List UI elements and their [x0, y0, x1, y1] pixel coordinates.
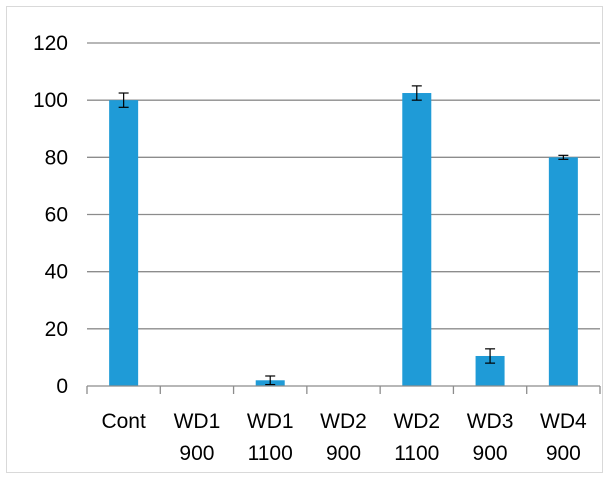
- error-bar: [118, 92, 129, 108]
- y-tick-label: 40: [45, 261, 68, 284]
- y-tick-label: 120: [33, 32, 68, 55]
- gridlines: [87, 42, 600, 330]
- x-axis: [86, 385, 601, 394]
- x-tick-label: WD1: [174, 410, 221, 433]
- x-tick-label: WD3: [467, 410, 514, 433]
- x-tick-label-line2: 1100: [394, 442, 439, 465]
- x-tick-label-line2: 1100: [248, 442, 293, 465]
- error-bar: [411, 85, 422, 101]
- x-tick-label: Cont: [101, 410, 146, 433]
- bar: [402, 93, 432, 386]
- x-tick-label-line2: 900: [473, 442, 508, 465]
- y-tick-label: 0: [56, 375, 68, 398]
- y-tick-label: 80: [45, 146, 68, 169]
- x-tick-label-line2: 900: [179, 442, 214, 465]
- x-tick-label: WD2: [320, 410, 367, 433]
- bar: [548, 157, 578, 386]
- bar: [109, 100, 139, 387]
- error-bar: [485, 348, 496, 364]
- x-tick-label: WD1: [247, 410, 294, 433]
- chart-frame: [6, 6, 603, 473]
- y-axis-ticks: 0 20 40 60 80 100 120: [33, 32, 68, 398]
- x-tick-label-line2: 900: [546, 442, 581, 465]
- x-tick-label-line2: 900: [326, 442, 361, 465]
- error-bar: [265, 375, 276, 386]
- y-tick-label: 100: [33, 89, 68, 112]
- y-tick-label: 60: [45, 204, 68, 227]
- x-axis-labels: Cont WD1 900 WD1 1100 WD2 900 WD2 1100 WD3 900 WD4 9…: [101, 410, 587, 465]
- x-tick-label: WD4: [540, 410, 587, 433]
- bars: [109, 93, 578, 387]
- error-bars: [118, 85, 569, 386]
- x-tick-label: WD2: [393, 410, 440, 433]
- y-tick-label: 20: [45, 318, 68, 341]
- error-bar: [558, 154, 569, 160]
